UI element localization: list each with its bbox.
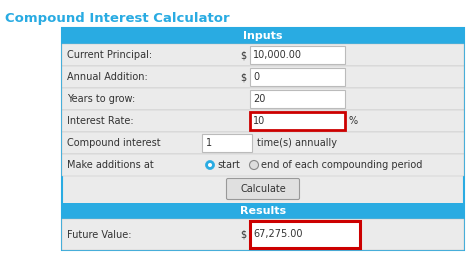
Text: $: $ [240, 72, 246, 82]
Text: 0: 0 [253, 72, 259, 82]
Circle shape [208, 163, 212, 167]
Text: Annual Addition:: Annual Addition: [67, 72, 148, 82]
Text: Current Principal:: Current Principal: [67, 50, 152, 60]
FancyBboxPatch shape [227, 178, 300, 199]
Text: Interest Rate:: Interest Rate: [67, 116, 134, 126]
Bar [250, 68, 345, 86]
Text: Inputs: Inputs [243, 31, 283, 41]
Bar [62, 28, 464, 250]
Circle shape [206, 161, 215, 169]
Bar [62, 88, 464, 110]
Text: 20: 20 [253, 94, 265, 104]
Text: Compound interest: Compound interest [67, 138, 161, 148]
Text: 10,000.00: 10,000.00 [253, 50, 302, 60]
Bar [250, 46, 345, 64]
Text: start: start [218, 160, 240, 170]
Text: 67,275.00: 67,275.00 [253, 229, 302, 240]
Circle shape [249, 161, 258, 169]
Text: Calculate: Calculate [240, 184, 286, 194]
Text: 1: 1 [206, 138, 212, 148]
Text: Make additions at: Make additions at [67, 160, 154, 170]
Bar [250, 90, 345, 108]
Text: Years to grow:: Years to grow: [67, 94, 135, 104]
Bar [62, 132, 464, 154]
Text: Future Value:: Future Value: [67, 229, 131, 240]
Text: time(s) annually: time(s) annually [257, 138, 337, 148]
Bar [62, 203, 464, 219]
Text: Results: Results [240, 206, 286, 216]
Text: 10: 10 [253, 116, 265, 126]
Bar [202, 134, 252, 152]
Bar [62, 66, 464, 88]
Bar [62, 28, 464, 44]
Bar [62, 44, 464, 66]
Bar [62, 219, 464, 250]
Text: $: $ [240, 229, 246, 240]
Text: end of each compounding period: end of each compounding period [262, 160, 423, 170]
Bar [250, 221, 360, 248]
Text: $: $ [240, 50, 246, 60]
Text: Compound Interest Calculator: Compound Interest Calculator [5, 12, 229, 25]
Bar [62, 154, 464, 176]
Text: %: % [349, 116, 358, 126]
Bar [250, 112, 345, 130]
Bar [62, 110, 464, 132]
